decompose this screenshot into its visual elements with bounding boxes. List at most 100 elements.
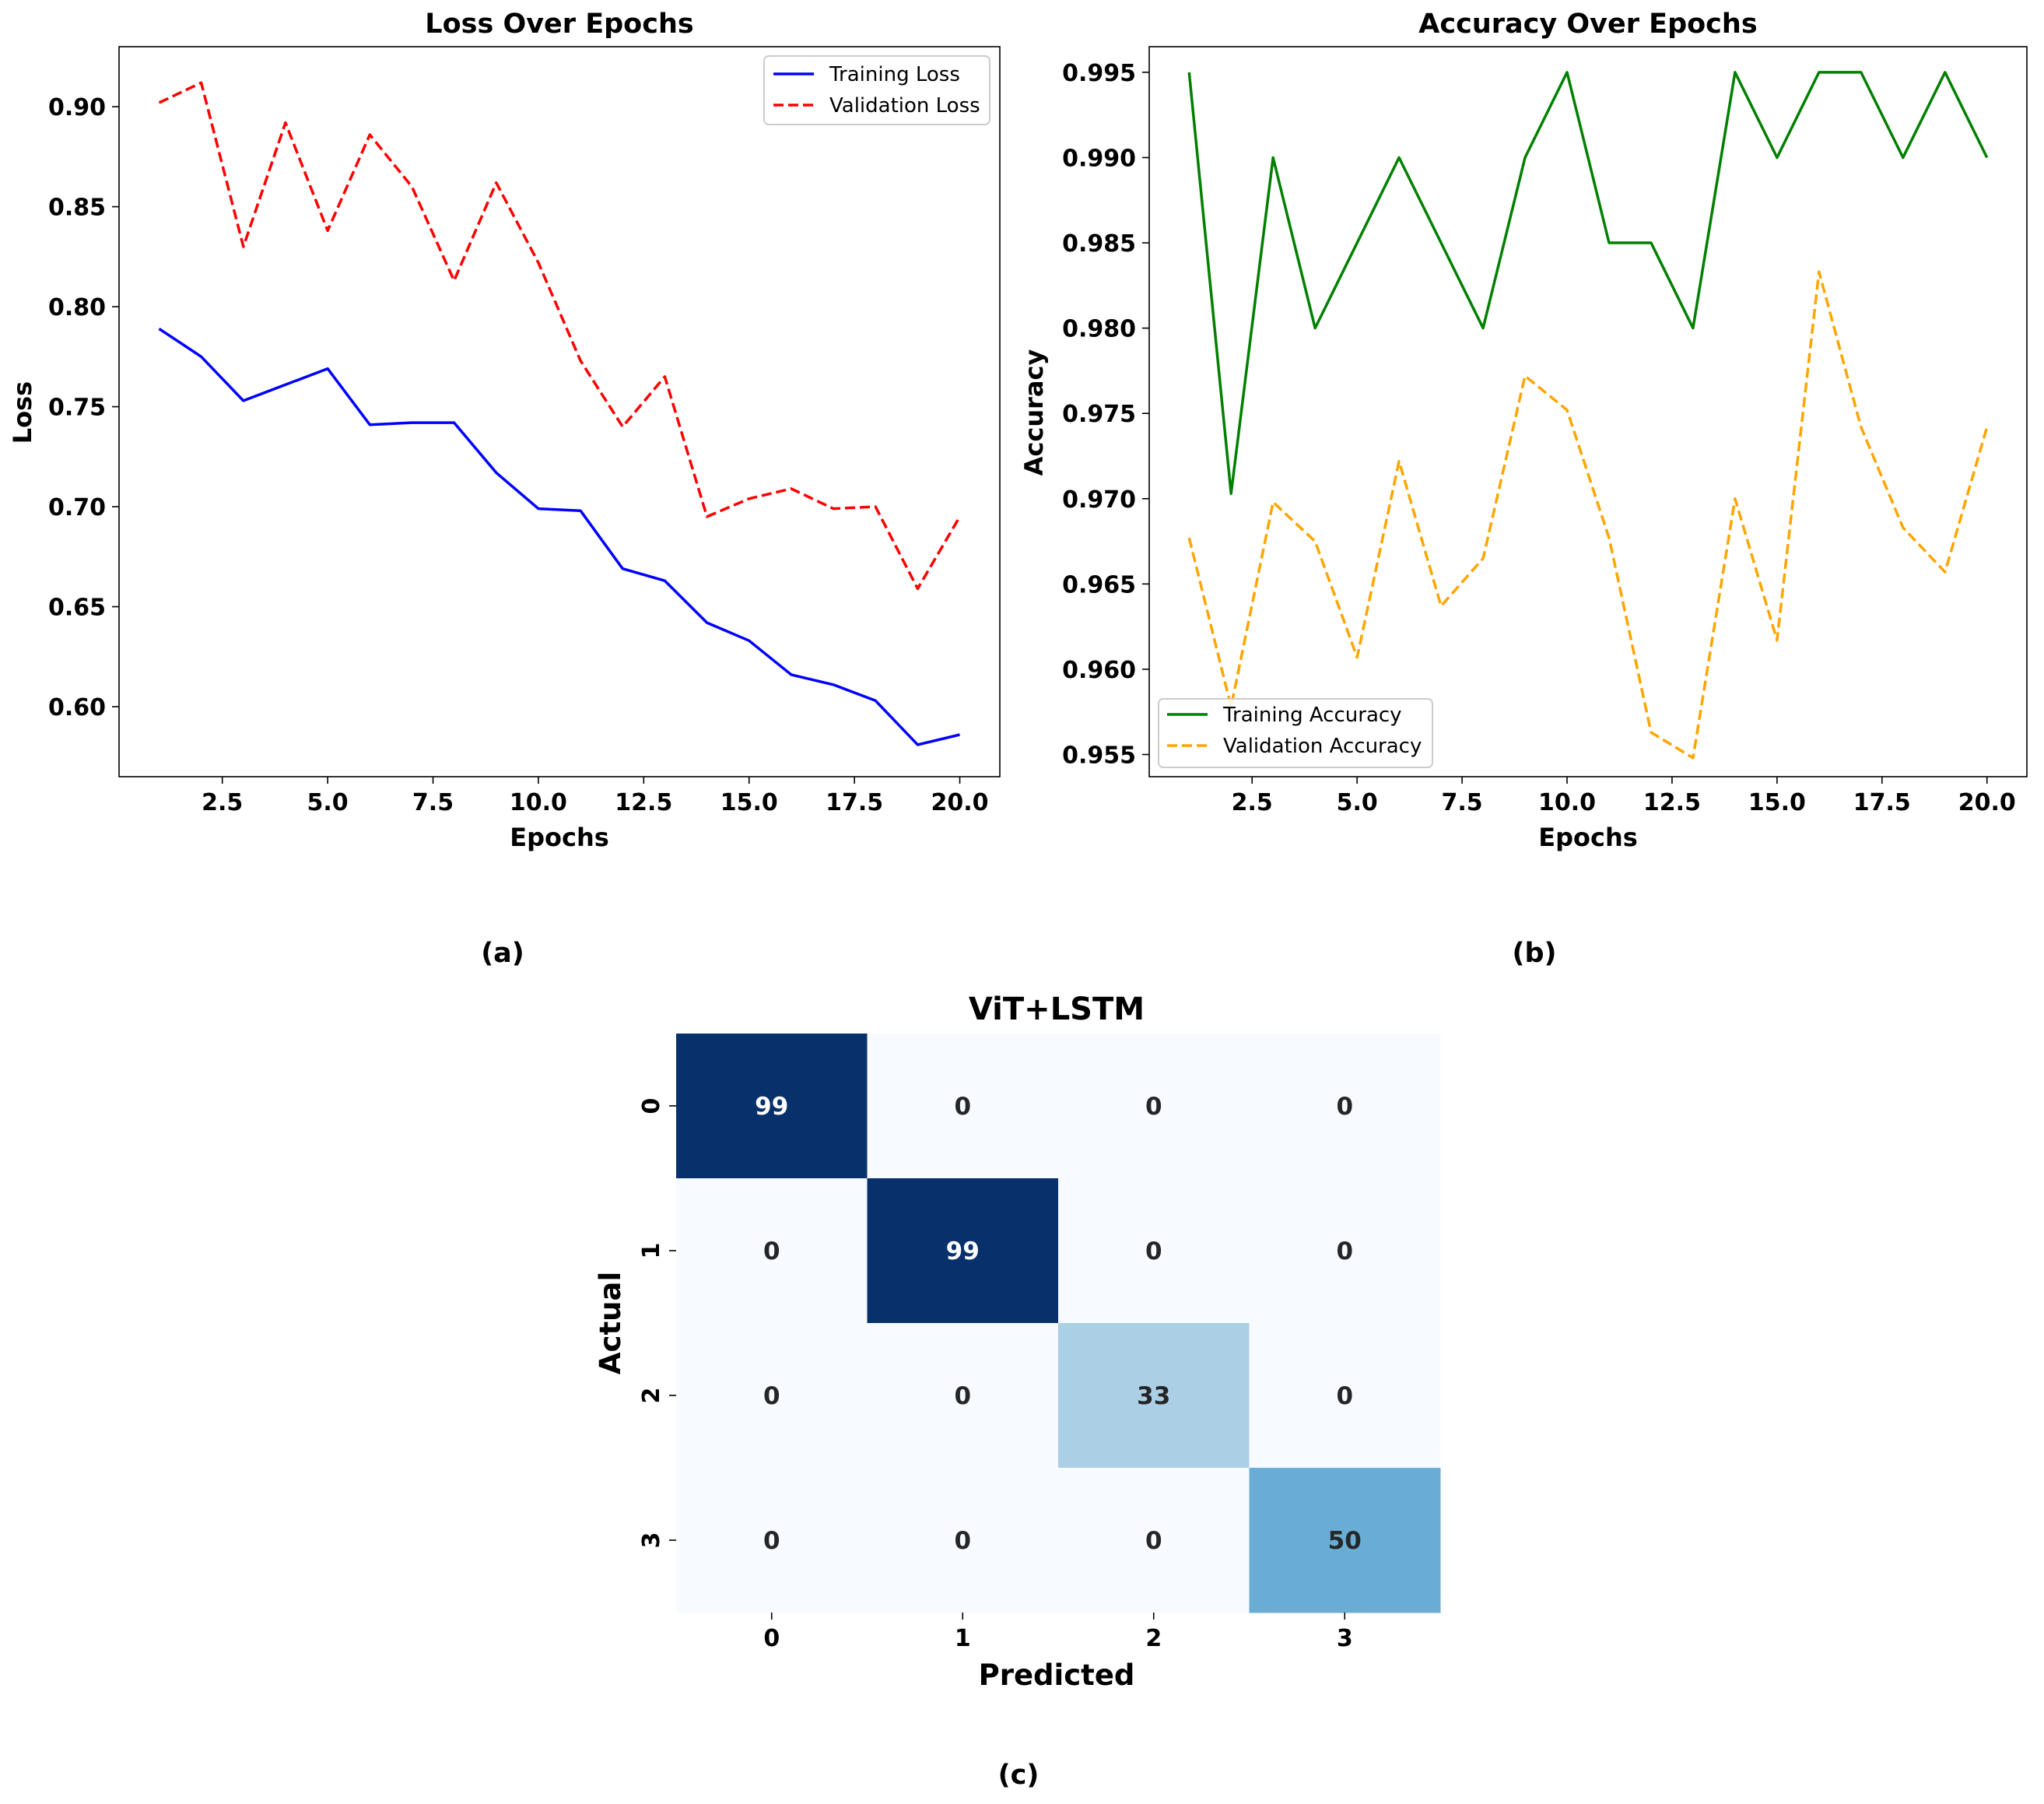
confusion-cell-value: 0: [1145, 1527, 1162, 1555]
accuracy-axes-ticks: 2.5 5.0 7.5 10.0 12.5 15.0 17.5 20.0 0.955 0.960 0…: [1062, 60, 2016, 816]
accuracy-x-tick-label: 20.0: [1958, 789, 2016, 816]
accuracy-y-tick-label: 0.960: [1062, 657, 1136, 684]
confusion-cell: [867, 1178, 1059, 1324]
confusion-cell: [867, 1323, 1059, 1469]
accuracy-x-tick-label: 12.5: [1643, 789, 1701, 816]
confusion-cell: [867, 1034, 1059, 1179]
confusion-matrix: ViT+LSTM 99 0 0 0 0 99 0 0 0 0 33 0 0 0 0 50 0 1 2 3 0 1 2 3 P…: [594, 991, 1441, 1791]
confusion-cell: [1249, 1178, 1441, 1324]
loss-y-tick-label: 0.60: [48, 694, 106, 721]
confusion-cell: [1058, 1034, 1250, 1179]
accuracy-x-axis-label: Epochs: [1538, 823, 1638, 852]
loss-x-tick-label: 7.5: [412, 789, 454, 816]
confusion-matrix-caption: (c): [998, 1760, 1040, 1791]
confusion-matrix-ticks: 0 1 2 3 0 1 2 3: [638, 1098, 1353, 1652]
confusion-matrix-cells: 99 0 0 0 0 99 0 0 0 0 33 0 0 0 0 50: [676, 1034, 1441, 1613]
loss-y-tick-label: 0.85: [48, 195, 106, 222]
confusion-matrix-x-label: Predicted: [979, 1658, 1135, 1692]
confusion-cell: [1249, 1034, 1441, 1179]
confusion-cell-value: 99: [755, 1093, 788, 1121]
accuracy-legend-box: [1158, 698, 1433, 768]
confusion-cell-value: 0: [763, 1382, 780, 1410]
loss-legend: Training Loss Validation Loss: [763, 55, 990, 125]
loss-chart: Loss Over Epochs 2.5 5.0 7.5 10.0 12.5 15.0 17…: [8, 9, 1001, 969]
loss-x-tick-label: 20.0: [931, 789, 989, 816]
confusion-matrix-title: ViT+LSTM: [969, 991, 1145, 1027]
confusion-cell: [676, 1034, 868, 1179]
accuracy-y-tick-label: 0.995: [1062, 60, 1136, 87]
confusion-x-tick-label: 1: [955, 1625, 971, 1652]
accuracy-legend: Training Accuracy Validation Accuracy: [1158, 698, 1433, 768]
accuracy-y-tick-label: 0.965: [1062, 571, 1136, 598]
confusion-cell-value: 0: [954, 1093, 971, 1121]
confusion-cell-value: 0: [1336, 1382, 1353, 1410]
confusion-cell-value: 99: [946, 1237, 980, 1265]
accuracy-x-tick-label: 10.0: [1538, 789, 1596, 816]
loss-series-training-loss: [158, 327, 960, 746]
accuracy-x-tick-label: 5.0: [1337, 789, 1378, 816]
confusion-cell-value: 33: [1137, 1382, 1170, 1410]
accuracy-series-group: [1187, 71, 1989, 760]
accuracy-y-tick-label: 0.980: [1062, 316, 1136, 343]
loss-x-tick-label: 5.0: [307, 789, 349, 816]
confusion-cell: [1058, 1323, 1250, 1469]
accuracy-series-training-accuracy: [1187, 71, 1989, 495]
accuracy-y-tick-label: 0.975: [1062, 401, 1136, 428]
loss-x-tick-label: 2.5: [202, 789, 243, 816]
loss-series-validation-loss: [158, 81, 962, 591]
confusion-x-tick-label: 3: [1337, 1625, 1353, 1652]
accuracy-panel-caption: (b): [1512, 938, 1556, 969]
confusion-x-tick-label: 0: [763, 1625, 780, 1652]
confusion-x-tick-label: 2: [1145, 1625, 1162, 1652]
loss-y-tick-label: 0.90: [48, 94, 106, 121]
loss-x-tick-label: 10.0: [510, 789, 567, 816]
loss-panel-caption: (a): [481, 938, 524, 969]
accuracy-y-tick-label: 0.985: [1062, 230, 1136, 258]
loss-axes-frame: [118, 46, 1001, 777]
loss-x-tick-label: 12.5: [615, 789, 672, 816]
confusion-cell-value: 0: [763, 1237, 780, 1265]
confusion-cell: [1249, 1468, 1441, 1613]
confusion-cell: [867, 1468, 1059, 1613]
confusion-y-tick-label: 0: [638, 1098, 665, 1114]
confusion-cell: [1249, 1323, 1441, 1469]
accuracy-y-axis-label: Accuracy: [1019, 349, 1049, 476]
confusion-cell-value: 50: [1328, 1527, 1362, 1555]
accuracy-axes-frame: [1148, 46, 2028, 777]
accuracy-chart-title: Accuracy Over Epochs: [1418, 9, 1757, 40]
confusion-cell-value: 0: [954, 1382, 971, 1410]
confusion-y-tick-label: 3: [638, 1532, 665, 1549]
loss-x-axis-label: Epochs: [510, 823, 609, 852]
loss-legend-label-training: Training Loss: [829, 63, 960, 86]
confusion-y-tick-label: 1: [638, 1243, 665, 1259]
loss-x-tick-label: 17.5: [826, 789, 883, 816]
confusion-cell: [676, 1178, 868, 1324]
confusion-cell-value: 0: [763, 1527, 780, 1555]
loss-chart-title: Loss Over Epochs: [425, 9, 693, 40]
loss-y-tick-label: 0.75: [48, 395, 106, 422]
accuracy-x-tick-label: 17.5: [1853, 789, 1911, 816]
loss-y-axis-label: Loss: [8, 381, 37, 444]
accuracy-y-tick-label: 0.970: [1062, 486, 1136, 514]
confusion-cell: [1058, 1468, 1250, 1613]
confusion-cell: [676, 1323, 868, 1469]
confusion-cell-value: 0: [1145, 1237, 1162, 1265]
confusion-matrix-y-label: Actual: [594, 1272, 627, 1374]
accuracy-legend-label-training: Training Accuracy: [1222, 704, 1402, 727]
accuracy-y-tick-label: 0.990: [1062, 145, 1136, 172]
accuracy-x-tick-label: 15.0: [1748, 789, 1806, 816]
loss-series-group: [158, 81, 962, 746]
accuracy-series-validation-accuracy: [1187, 270, 1989, 760]
confusion-cell-value: 0: [1145, 1093, 1162, 1121]
confusion-cell-value: 0: [1336, 1093, 1353, 1121]
confusion-cell-value: 0: [954, 1527, 971, 1555]
confusion-cell: [676, 1468, 868, 1613]
confusion-y-tick-label: 2: [638, 1388, 665, 1404]
loss-legend-box: [763, 55, 990, 125]
accuracy-legend-label-validation: Validation Accuracy: [1223, 735, 1422, 758]
loss-y-tick-label: 0.65: [48, 595, 106, 622]
accuracy-x-tick-label: 2.5: [1232, 789, 1273, 816]
confusion-cell: [1058, 1178, 1250, 1324]
loss-x-tick-label: 15.0: [720, 789, 778, 816]
